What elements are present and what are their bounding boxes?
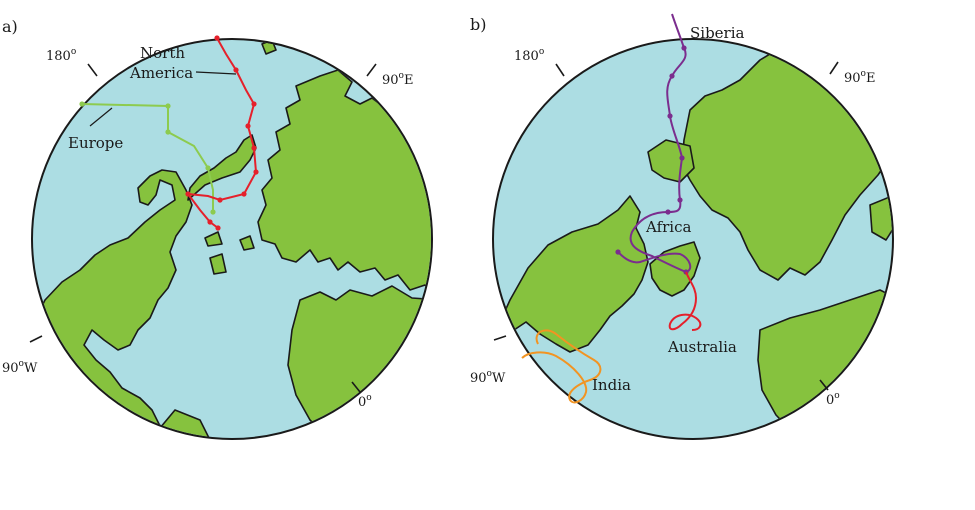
panel-b-india-path [521, 329, 602, 404]
panel-b-deg-0: 0o [826, 391, 840, 408]
panel-b-label-india: India [592, 376, 631, 394]
panel-a-deg-180: 180o [46, 47, 76, 64]
panel-a-deg-0: 0o [358, 393, 372, 410]
panel-b-label-australia: Australia [667, 338, 737, 356]
panel-a-africa [287, 285, 431, 438]
panel-b-label: b) [470, 15, 486, 34]
panel-b-label-siberia: Siberia [690, 24, 745, 42]
panel-a-deg-90w: 90oW [2, 359, 38, 376]
panel-b-deg-90w: 90oW [470, 369, 506, 386]
panel-b-ticks [493, 61, 839, 391]
panel-b-siberia-points [615, 45, 689, 275]
panel-a-label: a) [2, 17, 18, 36]
panel-a-deg-90e: 90oE [382, 71, 413, 88]
panel-b-deg-180: 180o [514, 47, 544, 64]
panel-a-label-north: North [140, 44, 185, 62]
panel-a-greenland [187, 134, 257, 201]
panel-a-north-america-points [185, 35, 259, 231]
panel-b-peninsula [869, 195, 892, 241]
panel-a-label-europe: Europe [68, 134, 123, 152]
panel-b-arctic-island [647, 139, 695, 183]
panel-a-island-3 [204, 231, 223, 247]
panel-a-island-2 [287, 40, 305, 47]
panel-b-australia-path [668, 271, 702, 331]
panel-a-label-america: America [129, 64, 193, 82]
panel-a-island-5 [209, 253, 227, 275]
panel-b: b) 180o 90oE 90oW 0o [470, 13, 894, 440]
panel-b-deg-90e: 90oE [844, 69, 875, 86]
panel-a-europe-leader [89, 107, 113, 127]
panel-a-ticks [29, 63, 377, 393]
panel-b-north-america [494, 195, 649, 361]
panel-a-island-4 [239, 235, 255, 251]
panel-b-label-africa: Africa [645, 218, 691, 236]
panel-a-europe-points [79, 101, 216, 215]
panel-a-na-leader [195, 71, 237, 75]
panel-a: a) [2, 17, 433, 440]
